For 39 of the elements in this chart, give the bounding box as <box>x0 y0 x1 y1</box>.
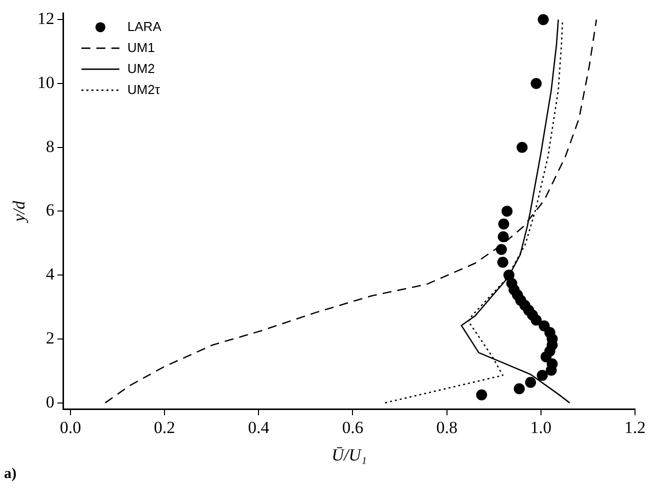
legend-label: UM2 <box>127 60 155 76</box>
text: a) <box>4 466 16 483</box>
x-tick-label: 1.0 <box>530 418 552 437</box>
point <box>502 206 513 217</box>
y-tick-label: 4 <box>46 264 55 284</box>
point <box>530 314 542 326</box>
point <box>538 14 549 26</box>
x-tick-label: 0.8 <box>436 418 458 437</box>
x-tick-label: 1.2 <box>624 418 646 437</box>
point <box>516 142 528 153</box>
point <box>496 244 507 256</box>
y-axis-title: y/d <box>10 200 29 224</box>
point <box>538 320 550 332</box>
point <box>498 218 510 230</box>
line-series <box>104 18 598 404</box>
point <box>530 78 542 89</box>
legend-label: UM1 <box>127 40 155 55</box>
point <box>503 270 514 281</box>
y-tick-label: 10 <box>37 72 54 92</box>
point <box>497 256 508 268</box>
point <box>476 389 488 400</box>
x-tick-label: 0.2 <box>154 418 176 437</box>
legend-label: UM2τ <box>127 82 161 97</box>
y-tick-label: 0 <box>46 392 54 412</box>
x-axis-title: Ū/U₁ <box>332 445 367 464</box>
point <box>514 383 525 394</box>
point <box>525 376 536 388</box>
y-tick-label: 2 <box>46 328 54 348</box>
legend-label: LARA <box>127 18 162 34</box>
point <box>546 364 557 376</box>
x-tick-label: 0.6 <box>342 418 364 437</box>
y-tick-label: 8 <box>46 136 54 156</box>
point <box>536 370 548 381</box>
y-tick-label: 12 <box>37 9 54 28</box>
point <box>540 351 552 362</box>
x-tick-label: 0.4 <box>248 418 270 437</box>
y-tick-label: 6 <box>46 200 54 220</box>
x-tick-label: 0.0 <box>60 418 82 437</box>
point <box>498 231 509 242</box>
